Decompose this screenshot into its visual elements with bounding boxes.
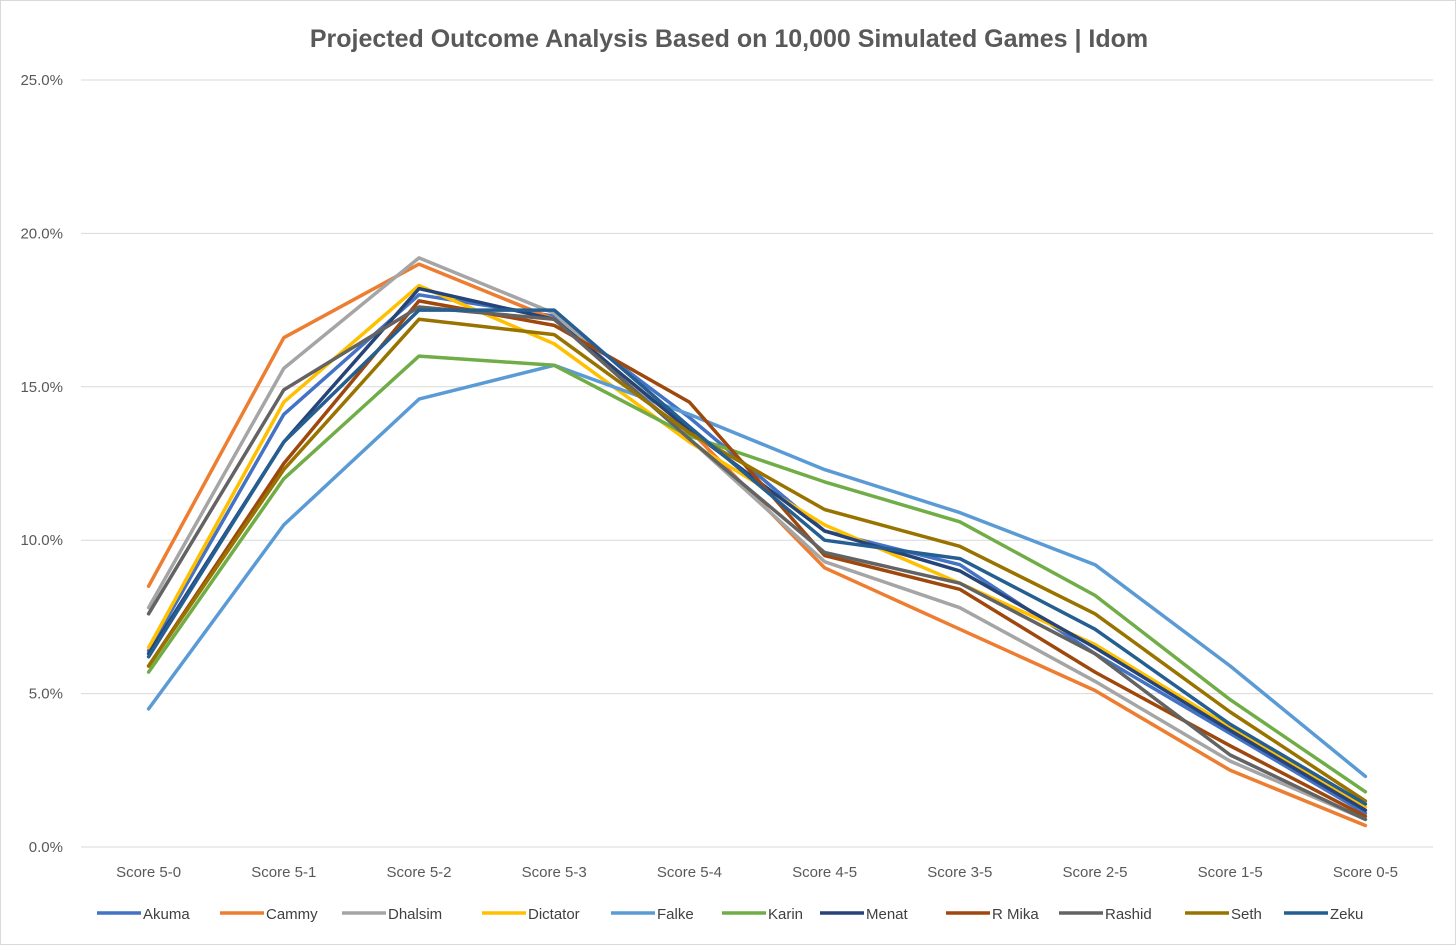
- x-tick-label: Score 5-2: [386, 864, 451, 881]
- y-tick-label: 10.0%: [20, 532, 63, 549]
- legend-label-akuma: Akuma: [143, 906, 190, 923]
- legend-label-r-mika: R Mika: [992, 906, 1039, 923]
- series-line-rashid: [146, 305, 1368, 822]
- series-line-akuma: [146, 293, 1368, 816]
- x-tick-label: Score 3-5: [927, 864, 992, 881]
- y-axis-ticks: 0.0% 5.0% 10.0% 15.0% 20.0% 25.0%: [20, 72, 63, 856]
- legend-label-dictator: Dictator: [528, 906, 580, 923]
- x-tick-label: Score 5-3: [522, 864, 587, 881]
- y-tick-label: 0.0%: [29, 839, 63, 856]
- legend-label-cammy: Cammy: [266, 906, 318, 923]
- series-line-karin: [146, 354, 1368, 794]
- x-tick-label: Score 5-4: [657, 864, 722, 881]
- legend-label-seth: Seth: [1231, 906, 1262, 923]
- legend-label-dhalsim: Dhalsim: [388, 906, 442, 923]
- legend-label-menat: Menat: [866, 906, 909, 923]
- y-tick-label: 5.0%: [29, 686, 63, 703]
- x-tick-label: Score 2-5: [1062, 864, 1127, 881]
- legend-label-falke: Falke: [657, 906, 694, 923]
- gridlines: [81, 79, 1433, 848]
- series-line-cammy: [146, 262, 1368, 828]
- series-line-falke: [146, 363, 1368, 779]
- y-tick-label: 15.0%: [20, 379, 63, 396]
- y-tick-label: 20.0%: [20, 225, 63, 242]
- series-line-zeku: [146, 308, 1368, 806]
- series-line-seth: [146, 317, 1368, 803]
- legend-label-karin: Karin: [768, 906, 803, 923]
- x-tick-label: Score 4-5: [792, 864, 857, 881]
- x-tick-label: Score 0-5: [1333, 864, 1398, 881]
- x-tick-label: Score 5-0: [116, 864, 181, 881]
- series-lines: [146, 256, 1368, 828]
- legend-label-zeku: Zeku: [1330, 906, 1363, 923]
- legend-label-rashid: Rashid: [1105, 906, 1152, 923]
- x-tick-label: Score 5-1: [251, 864, 316, 881]
- legend: Akuma Cammy Dhalsim Dictator Falke Karin Menat…: [97, 906, 1363, 923]
- y-tick-label: 25.0%: [20, 72, 63, 89]
- x-tick-label: Score 1-5: [1198, 864, 1263, 881]
- x-axis-ticks: Score 5-0 Score 5-1 Score 5-2 Score 5-3 Scor…: [116, 864, 1398, 881]
- series-line-r-mika: [146, 299, 1368, 819]
- chart-title: Projected Outcome Analysis Based on 10,0…: [310, 25, 1148, 53]
- series-line-dictator: [146, 283, 1368, 809]
- series-line-dhalsim: [146, 256, 1368, 822]
